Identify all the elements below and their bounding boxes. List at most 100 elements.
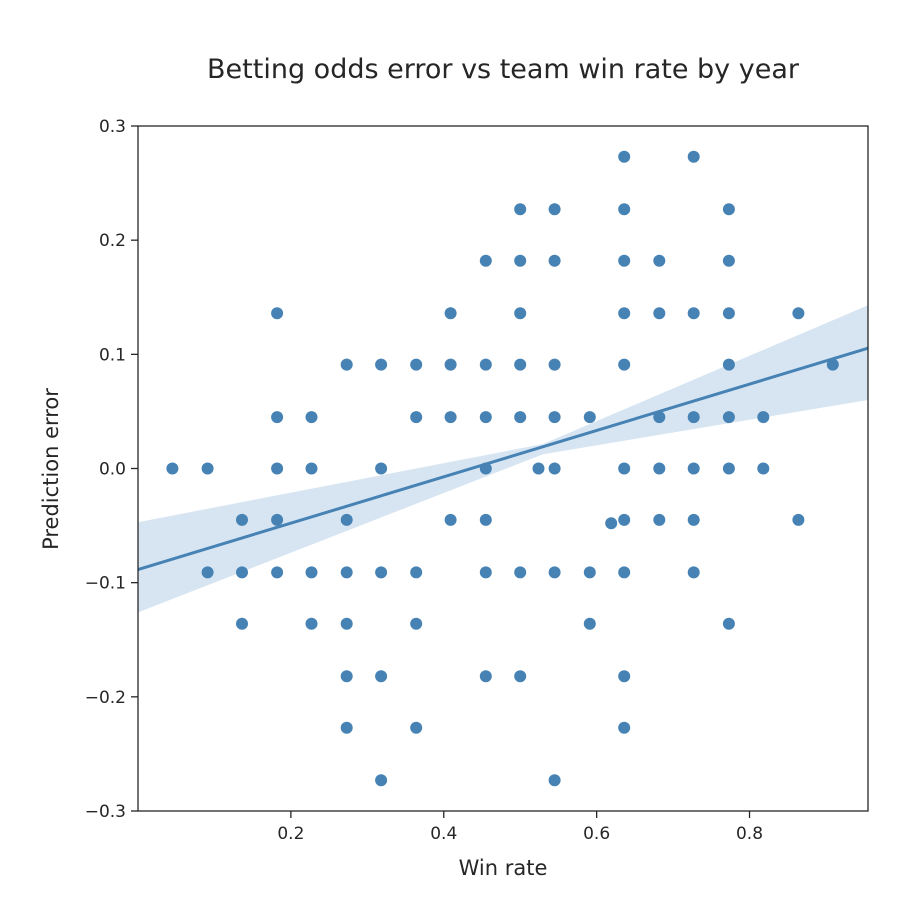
data-point [410, 566, 423, 579]
data-point [687, 513, 700, 526]
data-point [479, 411, 492, 424]
x-axis-ticks: 0.2 0.4 0.6 0.8 [277, 811, 763, 844]
data-point [201, 566, 214, 579]
data-point [548, 358, 561, 371]
data-point [618, 150, 631, 163]
y-tick-label: −0.3 [85, 802, 126, 822]
data-point [722, 307, 735, 320]
data-point [201, 462, 214, 475]
data-point [618, 254, 631, 267]
data-point [548, 462, 561, 475]
x-tick-label: 0.2 [277, 824, 304, 844]
data-point [618, 566, 631, 579]
x-tick-label: 0.4 [430, 824, 457, 844]
data-point [444, 411, 457, 424]
data-point [618, 670, 631, 683]
data-point [722, 617, 735, 630]
data-point [479, 566, 492, 579]
data-point [618, 721, 631, 734]
data-point [514, 203, 527, 216]
data-point [444, 358, 457, 371]
data-point [687, 462, 700, 475]
data-point [305, 462, 318, 475]
data-point [687, 411, 700, 424]
data-point [410, 358, 423, 371]
data-point [375, 462, 388, 475]
data-point [375, 670, 388, 683]
data-point [340, 513, 353, 526]
data-point [340, 358, 353, 371]
data-point [271, 411, 284, 424]
data-point [757, 411, 770, 424]
data-point [444, 513, 457, 526]
data-point [305, 617, 318, 630]
data-point [514, 670, 527, 683]
data-point [826, 358, 839, 371]
data-point [653, 307, 666, 320]
data-point [271, 566, 284, 579]
data-point [548, 774, 561, 787]
data-point [583, 411, 596, 424]
data-point [618, 358, 631, 371]
data-point [166, 462, 179, 475]
data-point [479, 513, 492, 526]
data-point [722, 358, 735, 371]
data-point [548, 203, 561, 216]
data-point [722, 462, 735, 475]
data-point [410, 721, 423, 734]
data-point [757, 462, 770, 475]
data-point [479, 670, 492, 683]
data-point [618, 203, 631, 216]
y-axis-ticks: −0.3 −0.2 −0.1 0.0 0.1 0.2 0.3 [85, 117, 138, 822]
data-point [605, 517, 618, 530]
data-point [236, 617, 248, 630]
data-point [514, 307, 527, 320]
data-point [514, 254, 527, 267]
data-point [548, 411, 561, 424]
regression-line-layer [137, 346, 869, 571]
data-point [514, 358, 527, 371]
data-point [653, 513, 666, 526]
data-point [722, 411, 735, 424]
data-point [305, 566, 318, 579]
data-point [653, 411, 666, 424]
data-point [687, 566, 700, 579]
y-tick-label: 0.2 [99, 231, 126, 251]
data-point [514, 566, 527, 579]
x-tick-label: 0.6 [583, 824, 610, 844]
x-axis-label: Win rate [459, 856, 548, 880]
data-point [687, 150, 700, 163]
data-point [444, 307, 457, 320]
data-point [340, 721, 353, 734]
y-tick-label: 0.1 [99, 345, 126, 365]
data-point [514, 411, 527, 424]
data-point [583, 566, 596, 579]
data-point [722, 254, 735, 267]
data-point [271, 513, 284, 526]
data-point [618, 462, 631, 475]
data-point [653, 462, 666, 475]
data-point [722, 203, 735, 216]
data-point [375, 566, 388, 579]
chart-title: Betting odds error vs team win rate by y… [207, 54, 800, 85]
data-point [618, 513, 631, 526]
regression-line [137, 346, 869, 571]
data-points-layer [166, 150, 839, 787]
data-point [305, 411, 318, 424]
y-axis-label: Prediction error [39, 388, 63, 550]
data-point [548, 254, 561, 267]
data-point [618, 307, 631, 320]
y-tick-label: −0.1 [85, 574, 126, 594]
data-point [410, 617, 423, 630]
data-point [792, 307, 805, 320]
data-point [340, 617, 353, 630]
data-point [236, 566, 248, 579]
data-point [653, 254, 666, 267]
data-point [479, 358, 492, 371]
data-point [479, 462, 492, 475]
data-point [375, 774, 388, 787]
data-point [548, 566, 561, 579]
data-point [236, 513, 248, 526]
data-point [687, 307, 700, 320]
